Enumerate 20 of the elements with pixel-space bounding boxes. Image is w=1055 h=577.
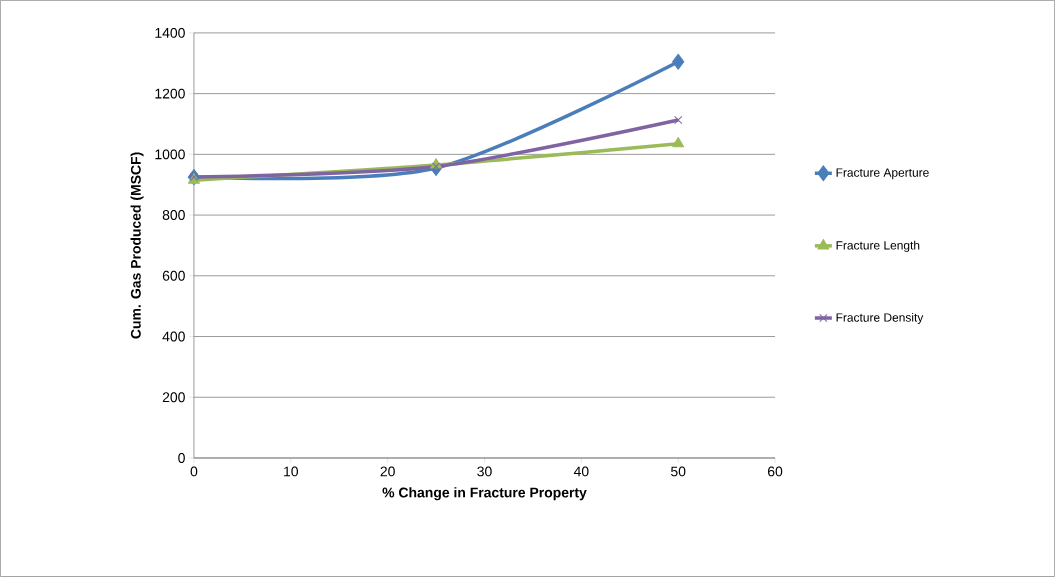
y-tick-label: 1200 [155, 88, 185, 99]
y-tick-label: 600 [162, 270, 185, 281]
y-tick-label: 0 [178, 453, 185, 463]
x-tick-label: 50 [671, 466, 686, 477]
x-tick-label: 10 [284, 466, 299, 477]
x-tick-label: 60 [768, 466, 783, 477]
x-tick-label: 0 [190, 466, 198, 477]
legend-label: Fracture Density [836, 312, 924, 325]
legend-label: Fracture Aperture [836, 168, 929, 180]
y-tick-label: 400 [162, 331, 185, 342]
x-tick-label: 30 [477, 466, 492, 477]
y-tick-label: 1000 [155, 149, 185, 160]
x-tick-label: 40 [573, 466, 589, 477]
x-tick-label: 20 [380, 466, 395, 477]
x-axis-title: % Change in Fracture Property [382, 487, 587, 501]
y-tick-label: 800 [162, 210, 185, 221]
y-axis-title: Cum. Gas Produced (MSCF) [130, 152, 144, 339]
legend-label: Fracture Length [836, 240, 920, 252]
y-tick-label: 200 [162, 392, 185, 403]
y-tick-label: 1400 [155, 27, 185, 38]
